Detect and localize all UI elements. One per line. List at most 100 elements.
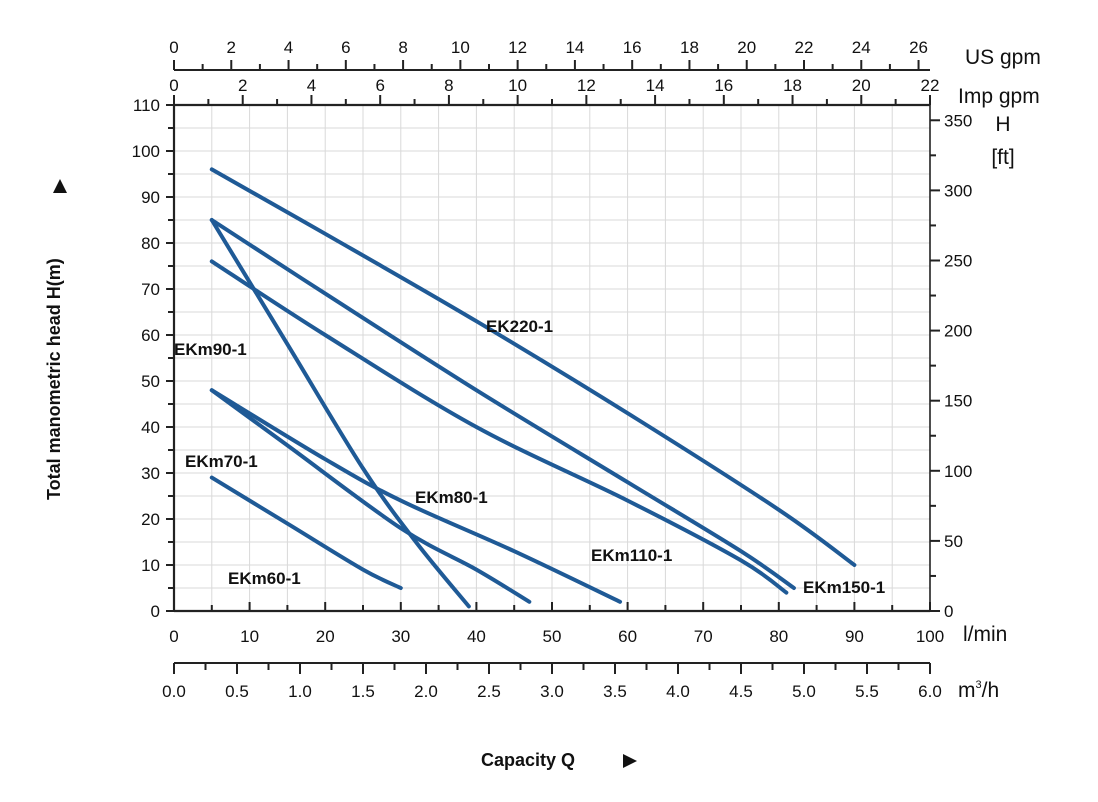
us-gpm-tick-label: 2 [227,38,236,57]
imp-gpm-tick-label: 12 [577,76,596,95]
y-tick-label: 110 [133,96,160,115]
us-gpm-tick-label: 0 [169,38,178,57]
series-label-ekm90-1: EKm90-1 [174,340,247,359]
y-tick-label: 80 [141,234,160,253]
y-tick-label: 100 [132,142,160,161]
x-axis-title: Capacity Q [481,750,575,770]
series-labels: EK220-1 EKm150-1 EKm110-1 EKm90-1 EKm80-1 EKm… [174,317,885,597]
curve-ekm60-1 [209,475,403,590]
m3h-unit-base: m [958,679,976,702]
y-tick-label: 90 [141,188,160,207]
ft-tick-label: 250 [944,251,972,270]
series-label-ekm80-1: EKm80-1 [415,488,488,507]
m3h-unit: m3/h [958,679,999,702]
imp-gpm-tick-label: 18 [783,76,802,95]
curve-ekm80-1 [209,388,623,604]
y-axis-arrow-icon [53,179,67,193]
m3h-tick-label: 1.5 [351,682,375,701]
ft-tick-label: 100 [944,462,972,481]
pump-curves [209,167,857,609]
us-gpm-unit: US gpm [965,46,1041,69]
us-gpm-tick-label: 10 [451,38,470,57]
us-gpm-tick-label: 6 [341,38,350,57]
x-tick-label: 90 [845,627,864,646]
curve-ek220-1 [209,167,857,567]
ft-unit-h: H [995,113,1010,136]
us-gpm-tick-label: 24 [852,38,871,57]
curve-ekm110-1 [209,259,789,595]
imp-gpm-tick-label: 2 [238,76,247,95]
y-tick-label: 20 [141,510,160,529]
series-label-ekm150-1: EKm150-1 [803,578,885,597]
x-tick-label: 60 [618,627,637,646]
m3h-unit-sup: 3 [976,679,982,691]
curve-ekm150-1 [209,218,796,590]
m3h-tick-label: 2.5 [477,682,501,701]
imp-gpm-tick-label: 6 [375,76,384,95]
ft-unit-ft: [ft] [991,146,1014,169]
lmin-unit: l/min [963,623,1007,646]
y-tick-label: 50 [141,372,160,391]
us-gpm-tick-label: 16 [623,38,642,57]
m3h-tick-label: 4.0 [666,682,690,701]
us-gpm-tick-label: 20 [737,38,756,57]
m3h-tick-label: 3.5 [603,682,627,701]
m3h-tick-label: 4.5 [729,682,753,701]
imp-gpm-tick-label: 10 [508,76,527,95]
y-tick-label: 70 [141,280,160,299]
us-gpm-tick-label: 12 [508,38,527,57]
ft-tick-label: 150 [944,392,972,411]
m3h-tick-label: 6.0 [918,682,942,701]
imp-gpm-tick-label: 22 [921,76,940,95]
us-gpm-tick-label: 26 [909,38,928,57]
x-tick-label: 30 [391,627,410,646]
us-gpm-tick-label: 8 [398,38,407,57]
imp-gpm-tick-label: 0 [169,76,178,95]
m3h-tick-label: 3.0 [540,682,564,701]
m3h-tick-label: 2.0 [414,682,438,701]
x-tick-label: 80 [769,627,788,646]
imp-gpm-tick-label: 14 [646,76,665,95]
series-label-ek220-1: EK220-1 [486,317,553,336]
imp-gpm-tick-label: 8 [444,76,453,95]
x-tick-label: 100 [916,627,944,646]
x-tick-label: 70 [694,627,713,646]
y-tick-label: 40 [141,418,160,437]
m3h-tick-label: 0.0 [162,682,186,701]
imp-gpm-tick-label: 20 [852,76,871,95]
x-tick-label: 0 [169,627,178,646]
imp-gpm-tick-label: 16 [714,76,733,95]
x-tick-label: 20 [316,627,335,646]
us-gpm-tick-label: 4 [284,38,293,57]
us-gpm-tick-label: 18 [680,38,699,57]
ft-tick-label: 300 [944,181,972,200]
curve-ekm70-1 [209,388,532,604]
x-axis-arrow-icon [623,754,637,768]
ft-tick-label: 200 [944,322,972,341]
imp-gpm-unit: Imp gpm [958,85,1040,108]
x-tick-label: 40 [467,627,486,646]
series-label-ekm110-1: EKm110-1 [591,546,672,565]
y-tick-label: 10 [141,556,160,575]
y-tick-label: 60 [141,326,160,345]
curve-ekm90-1 [209,218,471,609]
m3h-tick-label: 1.0 [288,682,312,701]
y-axis-title: Total manometric head H(m) [44,258,64,500]
ft-tick-label: 350 [944,111,972,130]
y-tick-label: 30 [141,464,160,483]
ft-tick-label: 0 [944,602,953,621]
y-tick-label: 0 [151,602,160,621]
series-label-ekm70-1: EKm70-1 [185,452,258,471]
us-gpm-tick-label: 14 [565,38,584,57]
x-tick-label: 50 [543,627,562,646]
ft-tick-label: 50 [944,532,963,551]
m3h-tick-label: 5.5 [855,682,879,701]
series-label-ekm60-1: EKm60-1 [228,569,301,588]
us-gpm-tick-label: 22 [795,38,814,57]
x-tick-label: 10 [240,627,259,646]
imp-gpm-tick-label: 4 [307,76,316,95]
m3h-tick-label: 0.5 [225,682,249,701]
m3h-tick-label: 5.0 [792,682,816,701]
